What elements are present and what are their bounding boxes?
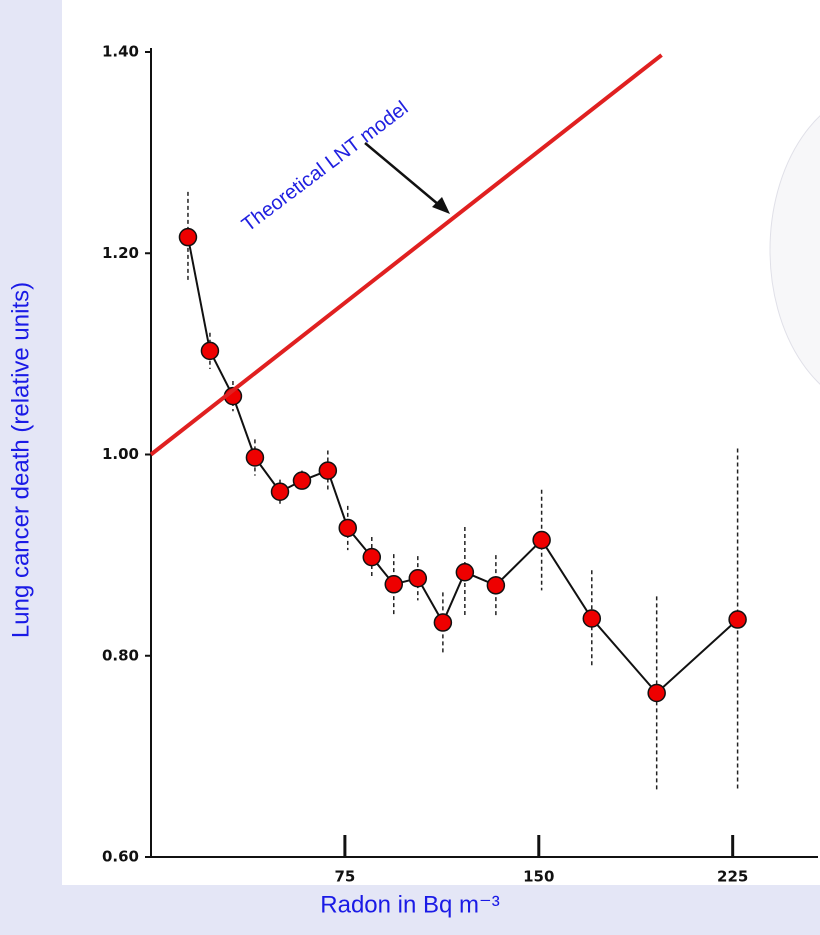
data-point xyxy=(583,610,600,627)
data-point xyxy=(293,472,310,489)
data-point xyxy=(201,342,218,359)
y-tick-label: 1.40 xyxy=(102,43,139,61)
y-tick-label: 0.80 xyxy=(102,646,139,664)
x-axis-title: Radon in Bq m⁻³ xyxy=(320,891,499,918)
y-tick-label: 1.20 xyxy=(102,244,139,262)
data-point xyxy=(487,577,504,594)
data-point xyxy=(179,229,196,246)
data-point xyxy=(272,483,289,500)
data-point xyxy=(533,532,550,549)
y-tick-label: 1.00 xyxy=(102,445,139,463)
data-point xyxy=(456,564,473,581)
y-axis-title: Lung cancer death (relative units) xyxy=(7,282,34,638)
y-tick-label: 0.60 xyxy=(102,848,139,866)
data-point xyxy=(434,614,451,631)
x-tick-label: 75 xyxy=(334,868,355,886)
chart: Radon in Bq m⁻³ Lung cancer death (relat… xyxy=(0,0,820,935)
plot-background xyxy=(62,0,820,885)
data-point xyxy=(409,570,426,587)
data-point xyxy=(319,462,336,479)
data-point xyxy=(385,576,402,593)
x-tick-label: 225 xyxy=(717,868,748,886)
data-point xyxy=(246,449,263,466)
data-point xyxy=(363,549,380,566)
data-point xyxy=(729,611,746,628)
data-point xyxy=(648,684,665,701)
data-point xyxy=(339,519,356,536)
x-tick-label: 150 xyxy=(523,868,554,886)
